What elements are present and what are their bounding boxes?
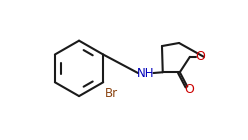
Text: Br: Br [105, 87, 118, 100]
Text: O: O [195, 50, 205, 63]
Text: NH: NH [137, 66, 155, 80]
Text: O: O [184, 83, 194, 96]
